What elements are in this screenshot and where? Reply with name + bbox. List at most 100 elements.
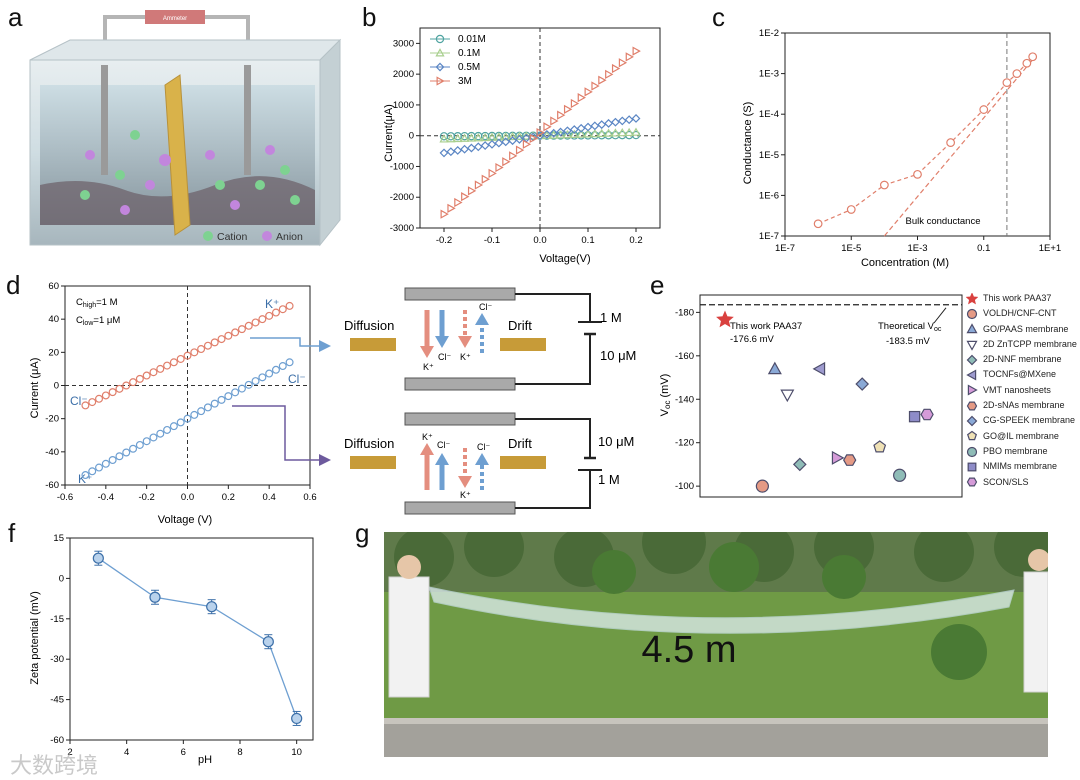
chart-c-conductance: Concentration (M) Conductance (S) Bulk c… — [742, 28, 1061, 269]
connector-bottom — [232, 405, 331, 466]
chart-b-point-3M — [611, 63, 621, 74]
chart-d-point — [142, 371, 151, 380]
ion-particles — [80, 130, 300, 215]
chart-d-point — [217, 335, 226, 344]
bottom-membrane-left — [350, 456, 396, 469]
chart-e-legend-marker — [966, 308, 978, 320]
chart-f-xtick-label: 8 — [237, 747, 242, 758]
chart-e-point-pbo-membrane — [893, 468, 907, 482]
chart-d-point — [278, 362, 287, 371]
cation-legend-label: Cation — [217, 231, 248, 243]
chart-b-point-3M — [543, 122, 552, 132]
chart-b-legend-label: 0.1M — [458, 48, 480, 59]
chart-e-legend-symbol — [966, 340, 978, 351]
chart-e-legend-label: 2D-NNF membrane — [983, 354, 1062, 365]
anion-legend-icon — [262, 231, 272, 241]
chart-b-point-3M — [591, 81, 600, 91]
chart-b-point-3M — [557, 110, 566, 120]
chart-e-legend-label: SCON/SLS — [983, 476, 1029, 487]
chart-c-ylabel: Conductance (S) — [742, 102, 754, 185]
distance-label: 4.5 m — [641, 629, 736, 671]
chart-d-point — [122, 381, 131, 390]
chart-d-point — [285, 301, 294, 310]
watermark: 大数跨境 — [10, 753, 99, 778]
chart-b-point-0.5M — [631, 114, 641, 123]
chart-e-legend-symbol — [966, 431, 978, 441]
chart-b-point-3M — [570, 98, 580, 109]
chart-d-point — [271, 365, 280, 374]
chart-b-legend-label: 0.01M — [458, 34, 486, 45]
chart-b-point-0.5M — [604, 118, 614, 128]
chart-e-legend-item: This work PAA37 — [966, 291, 1078, 306]
top-ion-1: Cl⁻ — [479, 302, 492, 312]
chart-d-point — [95, 394, 104, 403]
chart-d-point — [156, 364, 165, 373]
chart-d-point — [108, 388, 117, 397]
chart-d-xtick-label: -0.4 — [98, 492, 114, 503]
chart-d-point — [183, 351, 192, 360]
chart-d-point — [101, 391, 110, 400]
chart-b-point-0.1M — [610, 128, 621, 137]
chart-e-legend-item: CG-SPEEK membrane — [966, 413, 1078, 428]
chart-d-point — [122, 448, 131, 457]
chart-e-legend-marker — [967, 384, 978, 396]
chart-e-point-2d-zntcpp-membrane — [780, 389, 795, 403]
k-plus-top-label: K⁺ — [265, 297, 279, 311]
chart-d-point — [149, 433, 158, 442]
chart-d-point — [251, 377, 260, 386]
chart-d-point — [224, 331, 233, 340]
chart-b-point-0.1M — [590, 128, 600, 138]
chart-f-frame — [69, 537, 314, 741]
chart-e-ylabel: Voc (mV) — [659, 374, 672, 417]
cl-minus-right-label: Cl⁻ — [288, 372, 306, 386]
chart-d-point — [210, 399, 219, 408]
chart-b-point-0.1M — [631, 127, 641, 136]
chart-c-point — [846, 205, 856, 214]
chart-b-legend-marker — [435, 62, 445, 72]
chart-b-point-3M — [584, 87, 593, 97]
chart-d-point — [129, 444, 138, 453]
chart-e-ytick-label: -100 — [675, 481, 694, 492]
chart-c-ytick-label: 1E-7 — [759, 231, 779, 242]
chart-b-point-0.5M — [466, 143, 476, 153]
chart-b-xtick-label: -0.1 — [484, 235, 500, 246]
chart-e-legend-item: GO@IL membrane — [966, 429, 1078, 444]
chart-c-series-line — [817, 56, 1034, 225]
chart-e-legend-symbol — [967, 462, 977, 472]
chart-b-point-0.5M — [549, 128, 559, 138]
chart-b-point-3M — [454, 197, 463, 208]
chart-d-point — [81, 401, 90, 410]
chart-d-point — [197, 345, 206, 354]
chart-d-point — [244, 321, 253, 330]
chart-b-point-0.1M — [466, 133, 477, 142]
cation-legend-icon — [203, 231, 213, 241]
chart-c-point — [1002, 78, 1012, 88]
chart-f-ytick-label: -45 — [50, 695, 64, 706]
chart-b-point-0.1M — [624, 127, 634, 137]
chart-b-point-0.1M — [603, 128, 614, 137]
chart-b-point-0.1M — [569, 129, 579, 138]
chart-b-point-0.5M — [569, 125, 579, 134]
chart-b-point-3M — [447, 203, 456, 213]
top-c-high: 1 M — [600, 310, 622, 325]
chart-d-point — [169, 358, 178, 367]
chart-e-ytick-label: -120 — [675, 438, 694, 449]
chart-b-point-3M — [598, 75, 607, 85]
chart-b-ytick-label: -3000 — [390, 223, 414, 234]
curb — [384, 722, 1048, 757]
chart-b-ytick-label: -1000 — [390, 161, 414, 172]
chart-b-point-3M — [563, 104, 573, 114]
chart-b-point-0.1M — [453, 133, 463, 143]
chart-b-point-3M — [481, 174, 490, 184]
chart-b-point-0.5M — [439, 148, 449, 158]
chart-b-point-3M — [577, 93, 586, 103]
chart-b-point-3M — [461, 192, 470, 202]
top-ion-2: K⁺ — [423, 362, 434, 372]
chart-f-ytick-label: 15 — [53, 533, 64, 544]
chart-c-ytick-label: 1E-4 — [759, 109, 779, 120]
top-membrane-left — [350, 338, 396, 351]
chart-f-ytick-label: -15 — [50, 614, 64, 625]
chart-e-legend-marker — [966, 477, 978, 487]
chart-e-legend-symbol — [966, 308, 978, 320]
chart-e-legend-label: GO@IL membrane — [983, 430, 1059, 441]
